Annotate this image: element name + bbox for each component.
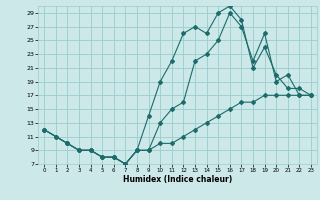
X-axis label: Humidex (Indice chaleur): Humidex (Indice chaleur) <box>123 175 232 184</box>
